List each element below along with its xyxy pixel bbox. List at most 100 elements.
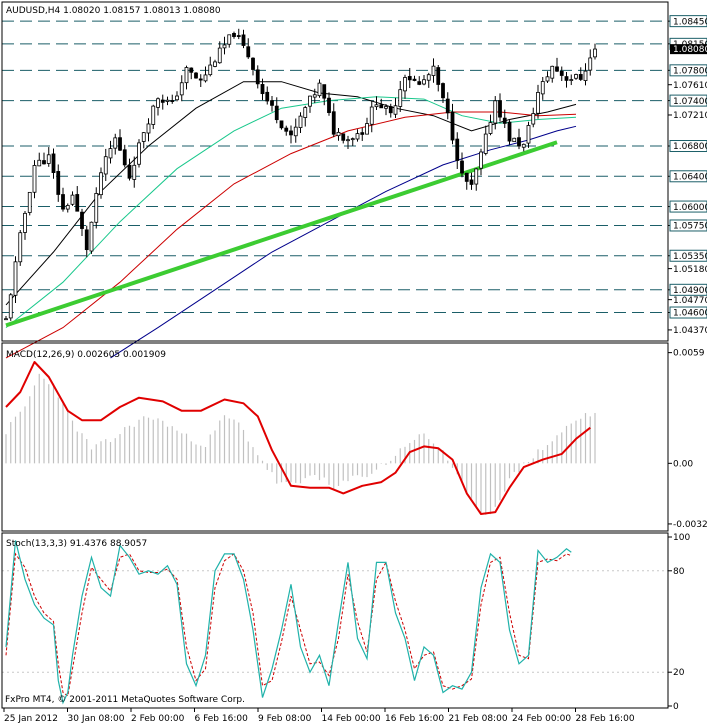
current-price-box — [670, 44, 707, 55]
stoch-tick-label: 100 — [673, 533, 690, 543]
macd-tick-label: 0.00 — [673, 459, 693, 469]
candle-body — [521, 143, 526, 148]
price-tick-label: 1.05350 — [673, 252, 707, 262]
price-tick-label: 1.05750 — [673, 222, 707, 232]
candle-body — [526, 125, 531, 144]
candle-body — [593, 48, 597, 58]
candle-body — [113, 137, 118, 149]
price-tick-label: 1.07400 — [673, 97, 707, 107]
price-tick-label: 1.06800 — [673, 142, 707, 152]
candle-body — [545, 76, 550, 82]
candle-body — [512, 137, 517, 143]
candle-body — [483, 133, 488, 154]
time-axis: 25 Jan 2012 30 Jan 08:00 2 Feb 00:00 6 Feb … — [3, 708, 635, 724]
candle-body — [241, 34, 246, 46]
candle-body — [574, 74, 578, 79]
stoch-tick-label: 20 — [673, 668, 685, 678]
candle-body — [536, 92, 540, 114]
candle-body — [151, 105, 156, 125]
candle-body — [336, 131, 341, 137]
price-label-box — [669, 140, 707, 153]
candle-body — [208, 64, 213, 76]
candle-body — [398, 89, 403, 107]
time-tick-label: 6 Feb 16:00 — [195, 714, 249, 724]
candle-body — [227, 34, 232, 45]
candle-body — [308, 95, 312, 107]
candle-body — [365, 123, 369, 135]
stoch-label: Stoch(13,3,3) 91.4376 88.9057 — [6, 539, 147, 549]
macd-panel[interactable]: 0.0059 0.00 -0.00323 — [5, 349, 707, 530]
time-tick-label: 2 Feb 00:00 — [131, 714, 185, 724]
candle-body — [13, 261, 18, 296]
price-label-box — [669, 219, 707, 232]
copyright-text: FxPro MT4, © 2001-2011 MetaQuotes Softwa… — [5, 695, 245, 705]
candle-body — [422, 79, 426, 85]
candle-body — [260, 84, 265, 95]
macd-label: MACD(12,26,9) 0.002605 0.001909 — [6, 350, 166, 360]
time-tick-label: 24 Feb 00:00 — [512, 714, 571, 724]
candle-body — [122, 149, 127, 166]
candle-body — [341, 133, 346, 141]
candle-body — [108, 148, 113, 159]
candle-body — [255, 69, 260, 85]
candle-body — [99, 172, 103, 196]
price-panel[interactable]: 1.084501.081501.078001.076101.074001.072… — [2, 15, 707, 359]
candle-body — [56, 171, 61, 195]
candle-body — [369, 106, 374, 125]
candle-body — [569, 79, 574, 81]
candle-body — [75, 194, 80, 212]
stoch-panel[interactable]: 100 80 20 0 — [2, 533, 690, 712]
price-tick-label: 1.04600 — [673, 309, 707, 319]
time-tick-label: 16 Feb 16:00 — [385, 714, 444, 724]
candle-body — [517, 137, 521, 147]
candle-body — [198, 78, 203, 81]
candle-body — [403, 77, 407, 92]
macd-tick-label: -0.00323 — [673, 520, 707, 530]
price-label-box — [669, 200, 707, 213]
candle-body — [360, 132, 365, 135]
candle-body — [550, 65, 555, 79]
candle-body — [374, 104, 379, 108]
macd-signal-line — [5, 361, 591, 515]
candle-body — [298, 115, 303, 128]
price-label-box — [669, 64, 707, 77]
candle-body — [559, 70, 564, 76]
candle-body — [217, 47, 222, 64]
candle-body — [469, 179, 474, 185]
candle-body — [137, 142, 141, 165]
price-tick-label: 1.05180 — [673, 265, 707, 275]
candle-body — [170, 100, 175, 102]
time-tick-label: 28 Feb 16:00 — [576, 714, 635, 724]
candle-body — [417, 81, 422, 85]
candle-body — [488, 122, 493, 134]
candle-body — [42, 160, 46, 165]
candle-body — [327, 97, 331, 113]
candle-body — [493, 100, 498, 124]
candle-body — [540, 81, 545, 95]
candle-body — [51, 153, 56, 174]
candle-body — [564, 76, 569, 81]
candle-body — [189, 67, 194, 73]
candle-body — [350, 138, 355, 141]
candle-body — [94, 193, 99, 223]
candle-body — [284, 127, 289, 132]
candle-body — [289, 130, 293, 136]
macd-tick-label: 0.0059 — [673, 349, 705, 359]
candle-body — [445, 98, 450, 114]
candle-body — [146, 123, 151, 134]
price-tick-label: 1.06400 — [673, 172, 707, 182]
candle-body — [8, 294, 13, 319]
candle-body — [80, 211, 84, 229]
candle-body — [474, 168, 479, 185]
candle-body — [46, 154, 51, 164]
candle-body — [498, 100, 502, 118]
candle-body — [175, 95, 179, 101]
candle-body — [37, 159, 42, 167]
candle-body — [65, 205, 70, 210]
trendline — [5, 140, 558, 328]
candle-body — [426, 74, 431, 81]
stoch-panel-frame — [1, 532, 669, 709]
candle-body — [246, 46, 251, 58]
